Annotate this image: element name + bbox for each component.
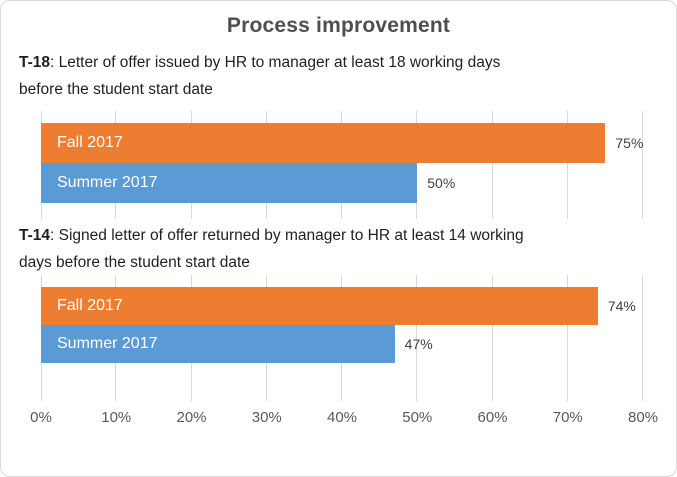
x-axis: 0% 10% 20% 30% 40% 50% 60% 70% 80%	[30, 409, 658, 431]
x-axis-tick-label: 10%	[101, 409, 132, 426]
t18-heading-line1-text: : Letter of offer issued by HR to manage…	[50, 54, 501, 71]
bar-fall-2017: Fall 2017	[41, 287, 598, 325]
gridline	[642, 275, 643, 401]
x-axis-tick-label: 70%	[552, 409, 583, 426]
bar-fall-2017: Fall 2017	[41, 123, 606, 163]
bar-summer-2017: Summer 2017	[41, 163, 418, 203]
bar-summer-2017: Summer 2017	[41, 325, 395, 363]
bar-category-label: Fall 2017	[57, 297, 123, 314]
section-heading-t14: T-14: Signed letter of offer returned by…	[19, 222, 524, 276]
value-label: 47%	[404, 336, 433, 352]
bar-category-label: Summer 2017	[57, 174, 158, 191]
x-axis-tick-label: 20%	[176, 409, 207, 426]
bar-category-label: Fall 2017	[57, 134, 123, 151]
gridline	[416, 275, 418, 401]
t18-heading-line1: T-18: Letter of offer issued by HR to ma…	[19, 49, 500, 76]
section-heading-t18: T-18: Letter of offer issued by HR to ma…	[19, 49, 500, 103]
gridline	[491, 111, 493, 219]
x-axis-tick-label: 60%	[477, 409, 508, 426]
t18-heading-line2: before the student start date	[19, 81, 213, 98]
value-label: 50%	[427, 175, 456, 191]
t18-label: T-18	[19, 54, 51, 71]
t14-heading-line1: T-14: Signed letter of offer returned by…	[19, 222, 524, 249]
value-label: 75%	[615, 135, 644, 151]
t14-plot-area: Fall 2017 74% Summer 2017 47%	[41, 275, 643, 401]
x-axis-tick-label: 80%	[627, 409, 659, 426]
gridline	[642, 111, 643, 219]
gridline	[566, 111, 568, 219]
gridline	[566, 275, 568, 401]
t14-label: T-14	[19, 227, 51, 244]
t18-plot-area: Fall 2017 75% Summer 2017 50%	[41, 111, 643, 219]
x-axis-tick-label: 30%	[251, 409, 282, 426]
t14-heading-line1-text: : Signed letter of offer returned by man…	[50, 227, 524, 244]
gridline	[491, 275, 493, 401]
t14-heading-line2: days before the student start date	[19, 254, 250, 271]
chart-title: Process improvement	[226, 14, 451, 37]
value-label: 74%	[607, 298, 636, 314]
x-axis-tick-label: 50%	[402, 409, 433, 426]
x-axis-tick-label: 40%	[326, 409, 358, 426]
x-axis-tick-label: 0%	[30, 409, 52, 426]
bar-category-label: Summer 2017	[57, 335, 158, 352]
